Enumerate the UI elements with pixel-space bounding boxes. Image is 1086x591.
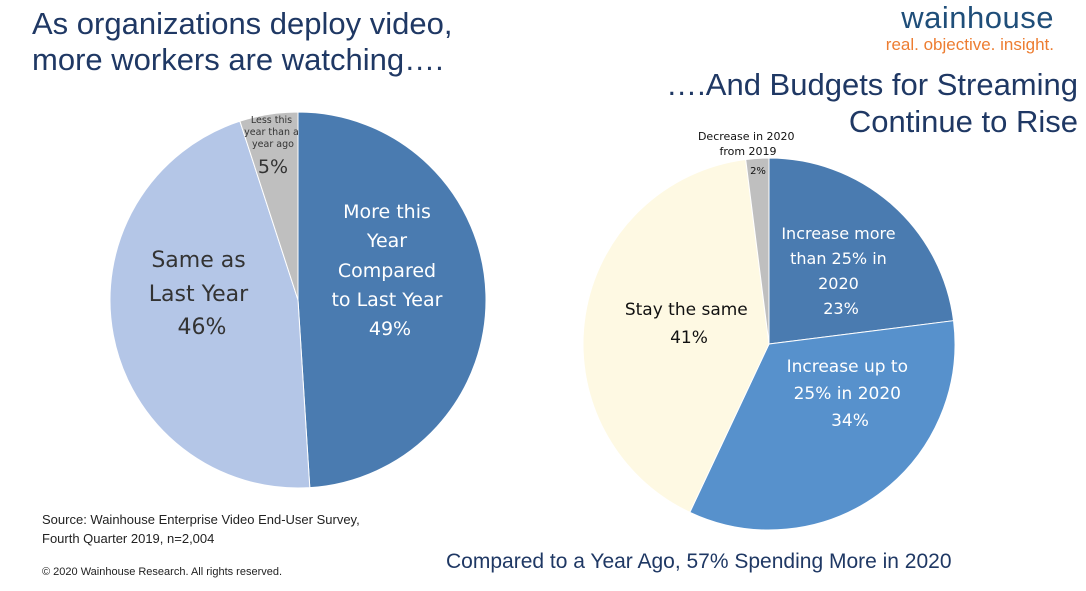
right-title: ….And Budgets for Streaming Continue to … <box>558 66 1078 140</box>
value-increase-more-than-25: 23% <box>823 299 859 318</box>
copyright: © 2020 Wainhouse Research. All rights re… <box>42 566 283 578</box>
label-more-this-year: More this Year Compared to Last Year 49% <box>331 201 448 340</box>
slice-same-as-last-year <box>109 120 311 489</box>
value-more-this-year: 49% <box>369 318 411 340</box>
value-decrease: 2% <box>750 166 766 177</box>
slice-decrease <box>745 157 770 345</box>
left-title-line1: As organizations deploy video, <box>32 6 453 41</box>
label-stay-the-same: Stay the same 41% <box>625 300 753 348</box>
source-note: Source: Wainhouse Enterprise Video End-U… <box>42 510 402 548</box>
source-line1: Source: Wainhouse Enterprise Video End-U… <box>42 512 360 527</box>
brand-tagline: real. objective. insight. <box>885 35 1054 54</box>
value-stay-the-same: 41% <box>670 328 708 348</box>
slice-stay-the-same <box>582 158 770 513</box>
label-less-this-year: Less this year than a year ago <box>244 115 302 150</box>
right-title-line1: ….And Budgets for Streaming <box>666 67 1078 102</box>
label-decrease: Decrease in 2020 from 2019 <box>698 130 798 158</box>
value-less-this-year: 5% <box>258 156 288 178</box>
label-same-as-last-year: Same as Last Year 46% <box>149 248 255 340</box>
source-line2: Fourth Quarter 2019, n=2,004 <box>42 531 215 546</box>
pie-chart-workers: More this Year Compared to Last Year 49%… <box>109 111 487 489</box>
slice-more-this-year <box>297 111 487 489</box>
pie-chart-budgets: Increase more than 25% in 2020 23% Incre… <box>582 130 956 531</box>
label-increase-up-to-25: Increase up to 25% in 2020 34% <box>787 357 914 431</box>
label-increase-more-than-25: Increase more than 25% in 2020 23% <box>781 224 900 318</box>
right-title-line2: Continue to Rise <box>848 104 1078 139</box>
slice-increase-more-than-25 <box>768 157 955 345</box>
value-same-as-last-year: 46% <box>178 315 227 340</box>
slice-less-this-year <box>239 111 299 301</box>
left-title: As organizations deploy video, more work… <box>32 6 552 78</box>
footer-summary: Compared to a Year Ago, 57% Spending Mor… <box>446 550 952 573</box>
left-title-line2: more workers are watching…. <box>32 42 444 77</box>
brand-logo: wainhouse <box>901 0 1054 35</box>
value-increase-up-to-25: 34% <box>831 411 869 431</box>
slice-increase-up-to-25 <box>689 320 956 531</box>
